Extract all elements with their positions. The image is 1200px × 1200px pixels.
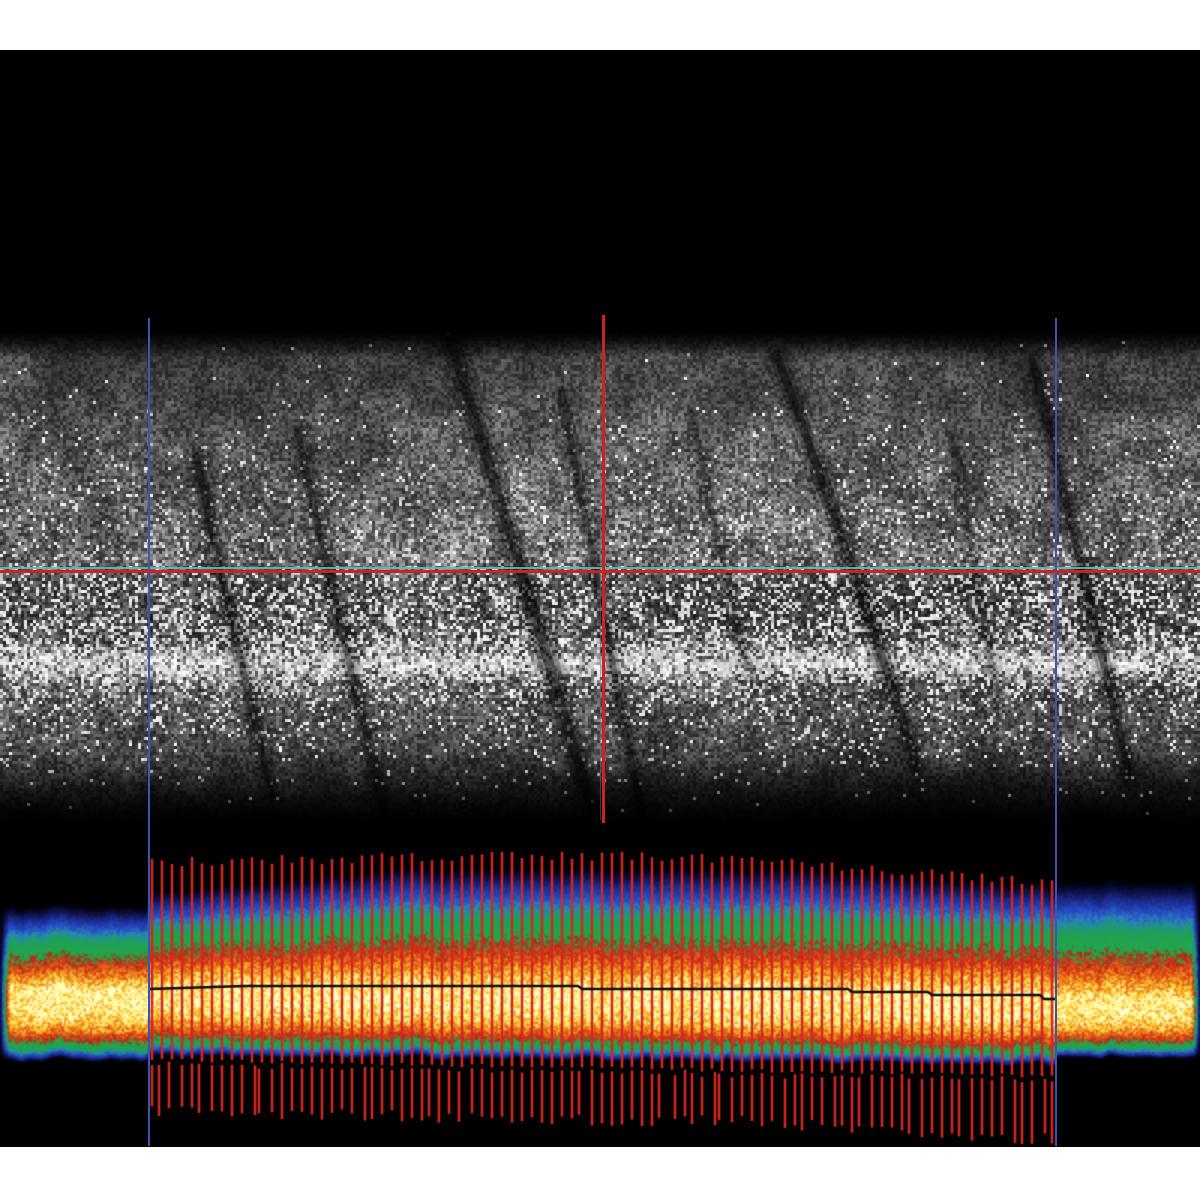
roi-boundary-right-line[interactable] (1054, 318, 1058, 1146)
roi-boundary-left-line[interactable] (147, 318, 151, 1146)
letterbox-bottom (0, 1147, 1200, 1200)
letterbox-top (0, 0, 1200, 50)
spectrum-image (0, 850, 1200, 1150)
crosshair-horizontal-cyan-line[interactable] (0, 566, 1200, 569)
crosshair-vertical-line[interactable] (601, 315, 605, 823)
crosshair-vertical-teal-edge (600, 430, 601, 820)
crosshair-horizontal-line[interactable] (0, 570, 1200, 573)
bscan-image[interactable] (0, 0, 1200, 850)
